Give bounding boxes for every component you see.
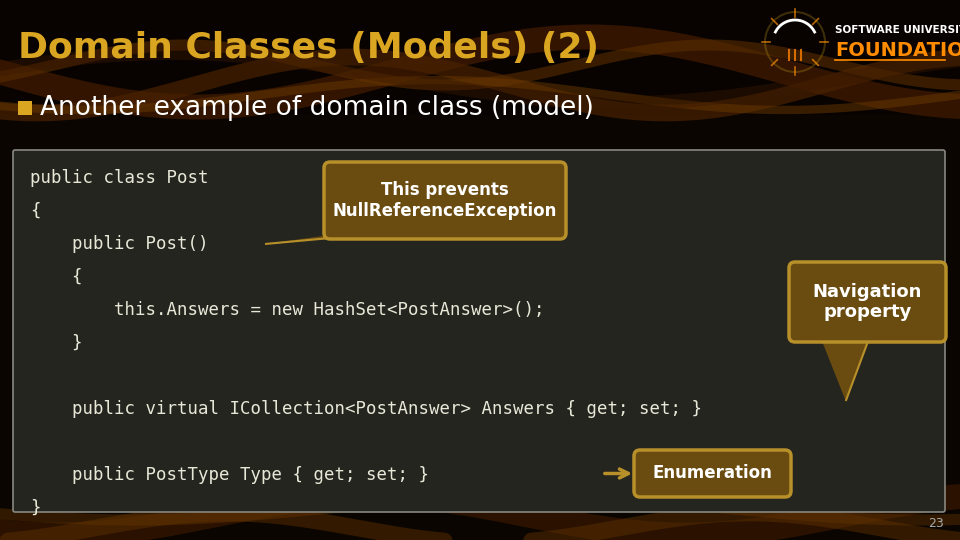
Text: Another example of domain class (model): Another example of domain class (model) — [40, 95, 594, 121]
FancyBboxPatch shape — [18, 101, 32, 115]
Text: {: { — [30, 268, 83, 286]
PathPatch shape — [265, 233, 385, 244]
Text: FOUNDATION: FOUNDATION — [835, 40, 960, 59]
FancyBboxPatch shape — [13, 150, 945, 512]
Text: this.Answers = new HashSet<PostAnswer>();: this.Answers = new HashSet<PostAnswer>()… — [30, 301, 544, 319]
Text: public PostType Type { get; set; }: public PostType Type { get; set; } — [30, 466, 429, 484]
FancyBboxPatch shape — [324, 162, 566, 239]
Text: SOFTWARE UNIVERSITY: SOFTWARE UNIVERSITY — [835, 25, 960, 35]
Text: Navigation
property: Navigation property — [813, 282, 923, 321]
FancyBboxPatch shape — [634, 450, 791, 497]
Text: }: } — [30, 334, 83, 352]
FancyBboxPatch shape — [789, 262, 946, 342]
Text: }: } — [30, 499, 40, 517]
FancyBboxPatch shape — [0, 0, 960, 115]
Text: {: { — [30, 202, 40, 220]
Text: public class Post: public class Post — [30, 169, 208, 187]
Text: Enumeration: Enumeration — [653, 464, 773, 483]
Text: Domain Classes (Models) (2): Domain Classes (Models) (2) — [18, 31, 599, 65]
Text: public Post(): public Post() — [30, 235, 208, 253]
PathPatch shape — [820, 336, 870, 401]
Text: public virtual ICollection<PostAnswer> Answers { get; set; }: public virtual ICollection<PostAnswer> A… — [30, 400, 702, 418]
Text: This prevents
NullReferenceException: This prevents NullReferenceException — [333, 181, 557, 220]
Text: 23: 23 — [928, 517, 944, 530]
